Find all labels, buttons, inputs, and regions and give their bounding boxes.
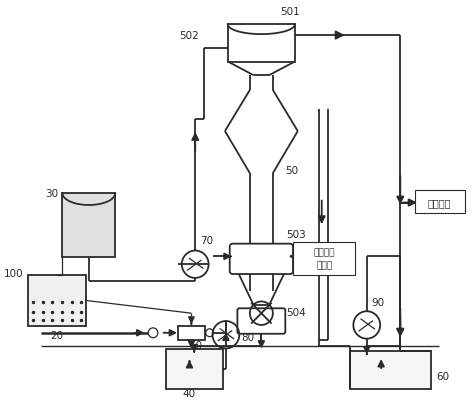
Text: 90: 90	[372, 298, 385, 308]
Text: 作为燃料: 作为燃料	[428, 198, 451, 208]
Bar	[350, 352, 431, 389]
Text: 504: 504	[286, 308, 306, 317]
Bar	[28, 275, 86, 326]
Text: 80: 80	[241, 332, 255, 342]
Text: 503: 503	[286, 229, 306, 239]
Text: 50: 50	[285, 166, 299, 176]
Bar	[165, 350, 223, 389]
FancyBboxPatch shape	[237, 308, 285, 334]
Text: 40: 40	[183, 389, 196, 399]
Bar	[228, 25, 295, 63]
Text: 化处理: 化处理	[316, 261, 332, 270]
Bar	[178, 326, 205, 340]
FancyBboxPatch shape	[230, 244, 293, 274]
Bar	[33, 281, 53, 295]
Bar	[293, 242, 356, 275]
Text: 60: 60	[436, 371, 449, 381]
Text: 501: 501	[281, 6, 300, 16]
Text: 萃取或生: 萃取或生	[313, 247, 335, 256]
Text: 30: 30	[45, 188, 58, 198]
Text: 70: 70	[200, 235, 213, 245]
Bar	[63, 194, 115, 257]
Bar	[59, 281, 78, 295]
Text: 10: 10	[190, 340, 202, 350]
Text: 100: 100	[4, 268, 24, 278]
Bar	[415, 190, 465, 214]
Text: 502: 502	[179, 31, 199, 41]
Text: 20: 20	[51, 330, 64, 340]
